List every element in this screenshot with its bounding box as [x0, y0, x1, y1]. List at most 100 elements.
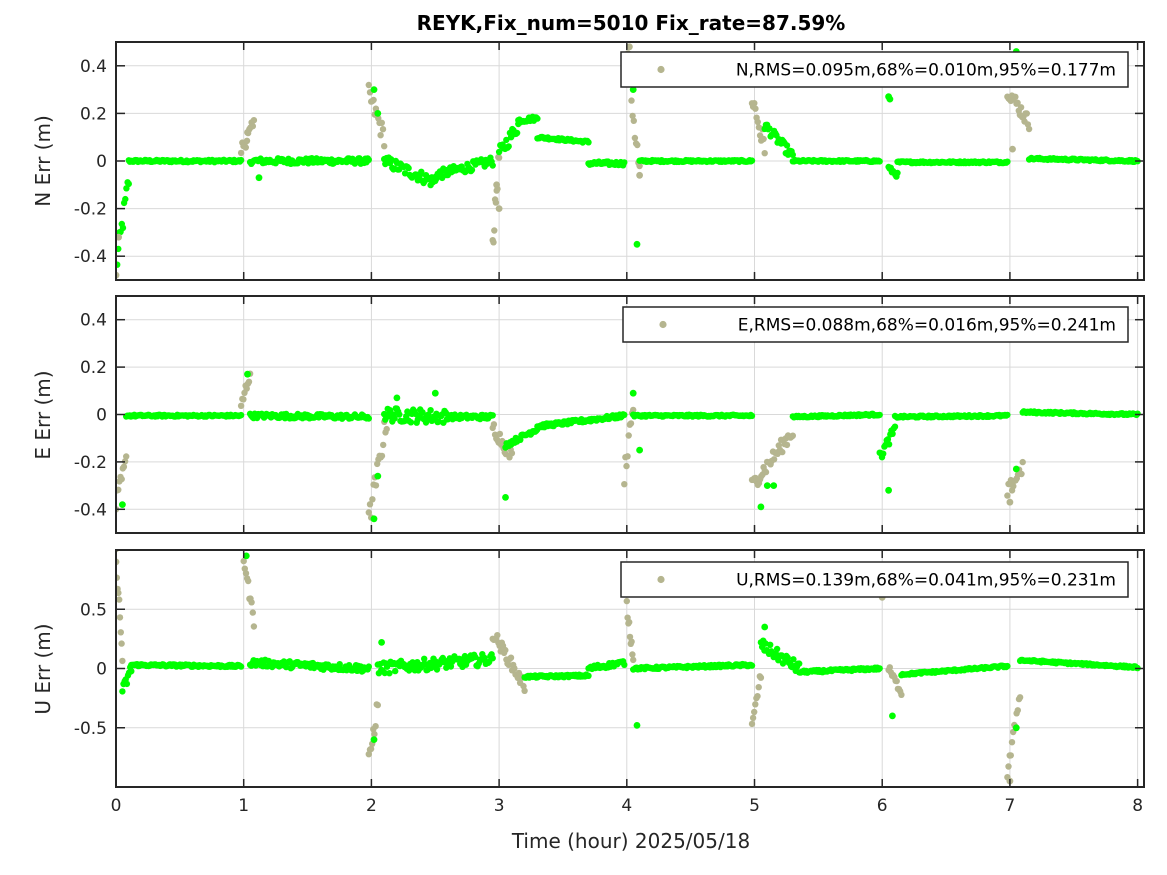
panel-1: 0.4 0.2 0 -0.2 -0.4 N Err (m) N,RMS=0.095m,68%… — [31, 41, 1145, 281]
legend-marker — [657, 575, 665, 584]
data-point — [237, 156, 245, 164]
data-point — [630, 656, 637, 664]
data-point — [630, 117, 637, 125]
data-point — [507, 654, 515, 661]
data-point — [374, 701, 381, 709]
data-point — [752, 701, 759, 708]
data-point — [763, 482, 771, 489]
data-point — [249, 609, 256, 616]
y-tick-label: -0.5 — [74, 719, 107, 739]
data-point — [752, 105, 759, 112]
data-point — [1005, 763, 1012, 770]
data-point — [489, 655, 496, 662]
legend-label: N,RMS=0.095m,68%=0.010m,95%=0.177m — [736, 61, 1116, 81]
data-point — [370, 736, 378, 743]
data-point — [1008, 739, 1016, 746]
data-point — [237, 149, 245, 157]
data-point — [1025, 125, 1033, 133]
data-point — [244, 370, 251, 378]
data-point — [751, 100, 758, 107]
y-axis-label: U Err (m) — [31, 623, 55, 714]
data-point — [378, 452, 386, 460]
data-point — [472, 653, 479, 661]
axes-frame — [115, 549, 1145, 788]
data-point — [492, 199, 500, 206]
data-point — [125, 180, 132, 188]
data-point — [122, 195, 129, 203]
data-point — [495, 154, 503, 161]
axes-frame — [115, 41, 1145, 281]
data-point — [770, 456, 778, 463]
data-point — [118, 640, 125, 647]
data-point — [116, 245, 122, 253]
data-point — [886, 664, 893, 671]
data-point — [336, 661, 343, 668]
y-tick-label: 0.2 — [80, 358, 107, 378]
legend-box — [620, 561, 1129, 598]
data-point — [534, 115, 541, 122]
data-point — [748, 412, 756, 420]
data-point — [886, 95, 894, 103]
data-point — [1004, 662, 1011, 670]
data-point — [116, 614, 124, 621]
data-point — [761, 623, 769, 631]
data-point — [762, 468, 770, 476]
data-point — [120, 463, 128, 470]
data-point — [511, 665, 518, 672]
data-point — [116, 233, 122, 241]
y-tick-label: 0 — [96, 152, 107, 172]
data-point — [365, 81, 372, 89]
y-tick-label: -0.2 — [74, 453, 107, 473]
x-tick-label: 1 — [238, 796, 249, 816]
series-points — [116, 370, 1141, 523]
legend: U,RMS=0.139m,68%=0.041m,95%=0.231m — [620, 561, 1129, 598]
chart-title: REYK,Fix_num=5010 Fix_rate=87.59% — [417, 11, 846, 35]
data-point — [629, 651, 636, 658]
legend-box — [622, 306, 1129, 343]
data-point — [431, 389, 439, 397]
data-point — [503, 136, 510, 144]
data-point — [517, 436, 524, 443]
data-point — [243, 385, 250, 392]
data-point — [371, 730, 378, 738]
data-point — [383, 425, 390, 433]
data-point — [250, 623, 258, 630]
data-point — [1004, 492, 1011, 499]
data-point — [405, 164, 412, 172]
data-point — [630, 406, 637, 414]
data-point — [627, 420, 635, 427]
data-point — [790, 656, 797, 663]
data-point — [493, 181, 500, 189]
data-point — [365, 156, 372, 163]
data-point — [626, 43, 633, 51]
y-tick-label: 0 — [96, 660, 107, 680]
data-point — [502, 646, 509, 654]
y-tick-label: 0.4 — [80, 311, 107, 331]
data-point — [623, 462, 630, 470]
data-point — [796, 660, 803, 667]
axes-frame — [115, 295, 1145, 534]
data-point — [636, 446, 643, 454]
panels: 0.4 0.2 0 -0.2 -0.4 N Err (m) N,RMS=0.095m,68%… — [31, 41, 1145, 816]
legend: N,RMS=0.095m,68%=0.010m,95%=0.177m — [620, 51, 1129, 88]
legend-label: U,RMS=0.139m,68%=0.041m,95%=0.231m — [736, 571, 1116, 591]
data-point — [1007, 752, 1014, 759]
data-point — [433, 666, 441, 673]
data-point — [237, 411, 245, 419]
data-point — [1012, 724, 1020, 732]
data-point — [249, 123, 256, 130]
data-point — [374, 472, 382, 480]
data-point — [629, 389, 637, 397]
data-point — [119, 501, 126, 508]
panel-2: 0.4 0.2 0 -0.2 -0.4 E Err (m) E,RMS=0.088m,68%… — [31, 295, 1145, 534]
y-axis-label: E Err (m) — [31, 370, 55, 459]
data-point — [418, 168, 425, 175]
data-point — [374, 110, 382, 117]
x-tick-label: 7 — [1004, 796, 1015, 816]
data-point — [128, 668, 135, 675]
data-point — [751, 708, 758, 716]
data-point — [505, 661, 512, 668]
data-point — [628, 638, 635, 645]
data-point — [766, 125, 773, 132]
data-point — [407, 419, 415, 426]
